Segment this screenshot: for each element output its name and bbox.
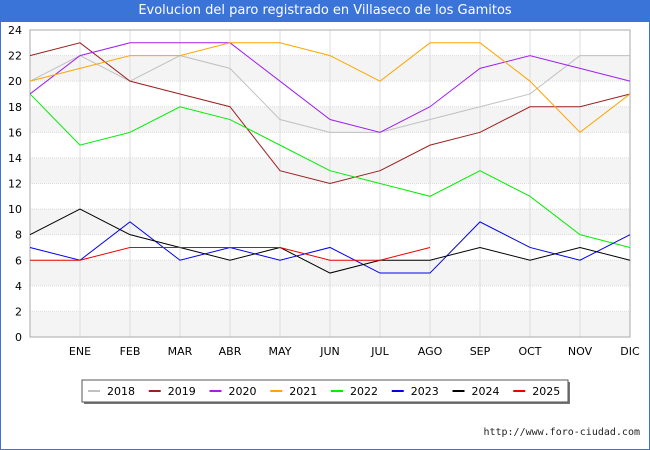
y-tick-label: 10 [8, 203, 22, 216]
x-tick-label: DIC [620, 345, 640, 358]
legend-label-2022: 2022 [350, 385, 378, 398]
y-tick-label: 6 [15, 254, 22, 267]
x-tick-label: NOV [568, 345, 593, 358]
y-tick-label: 16 [8, 126, 22, 139]
x-tick-label: JUL [370, 345, 389, 358]
legend-label-2024: 2024 [472, 385, 500, 398]
y-tick-label: 2 [15, 305, 22, 318]
series-line-2024 [29, 208, 631, 274]
plot-area [29, 29, 631, 338]
x-tick-label: AGO [418, 345, 443, 358]
series-line-2021 [29, 42, 631, 134]
x-tick-label: MAY [269, 345, 292, 358]
x-tick-label: JUN [319, 345, 340, 358]
y-tick-label: 4 [15, 280, 22, 293]
source-link[interactable]: http://www.foro-ciudad.com [483, 427, 640, 438]
series-line-2022 [29, 93, 631, 248]
y-tick-label: 8 [15, 229, 22, 242]
y-tick-label: 24 [8, 24, 22, 37]
legend-label-2023: 2023 [411, 385, 439, 398]
y-tick-label: 20 [8, 75, 22, 88]
legend-label-2025: 2025 [532, 385, 560, 398]
y-tick-label: 14 [8, 152, 22, 165]
series-line-2019 [29, 42, 631, 185]
x-tick-label: MAR [168, 345, 193, 358]
y-tick-label: 22 [8, 50, 22, 63]
y-tick-label: 12 [8, 178, 22, 191]
series-line-2023 [29, 221, 631, 274]
legend-box [81, 379, 569, 403]
x-tick-label: OCT [518, 345, 541, 358]
x-tick-label: ENE [69, 345, 91, 358]
legend-label-2018: 2018 [107, 385, 135, 398]
y-tick-label: 18 [8, 101, 22, 114]
series-line-2020 [29, 42, 631, 133]
legend-label-2021: 2021 [289, 385, 317, 398]
chart-title: Evolucion del paro registrado en Villase… [0, 0, 650, 22]
legend-label-2020: 2020 [229, 385, 257, 398]
x-tick-label: FEB [120, 345, 141, 358]
x-tick-label: ABR [219, 345, 242, 358]
legend-label-2019: 2019 [168, 385, 196, 398]
x-tick-label: SEP [470, 345, 491, 358]
y-tick-label: 0 [15, 331, 22, 344]
series-line-2025 [30, 246, 431, 261]
